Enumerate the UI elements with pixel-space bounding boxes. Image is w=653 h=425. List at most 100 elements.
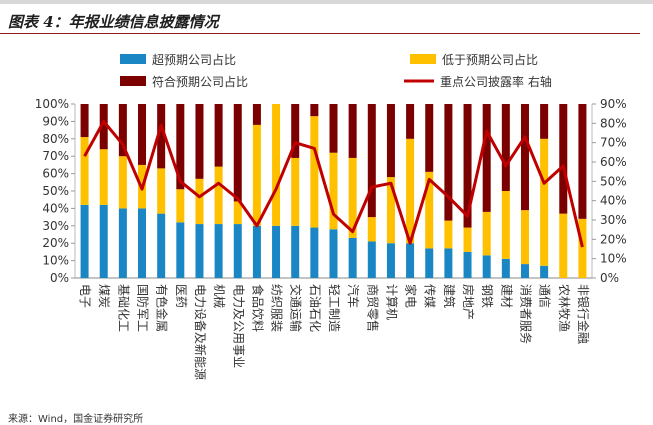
bar-inline-22	[502, 104, 510, 191]
bar-inline-25	[559, 104, 567, 214]
bar-inline-24	[540, 104, 548, 139]
y-right-tick-label: 20%	[600, 232, 627, 246]
bar-above-23	[521, 264, 529, 278]
legend-label-0: 超预期公司占比	[152, 52, 236, 67]
y-right-tick-label: 60%	[600, 155, 627, 169]
y-left-tick-label: 20%	[42, 236, 69, 250]
bar-inline-9	[253, 104, 261, 125]
stacked-bar-line-chart: 超预期公司占比低于预期公司占比符合预期公司占比重点公司披露率 右轴0%10%20…	[0, 40, 653, 410]
bar-below-24	[540, 139, 548, 266]
bar-inline-26	[578, 104, 586, 219]
y-left-tick-label: 50%	[42, 184, 69, 198]
legend-label-1: 低于预期公司占比	[442, 52, 538, 67]
bar-inline-0	[81, 104, 89, 137]
bar-above-7	[215, 224, 223, 278]
x-category-label: 医药	[174, 284, 188, 308]
bar-below-17	[406, 139, 414, 243]
bar-inline-18	[425, 104, 433, 172]
bar-inline-23	[521, 104, 529, 210]
legend-swatch-2	[120, 76, 146, 86]
x-category-label: 电子	[78, 284, 92, 308]
bar-above-9	[253, 226, 261, 278]
bar-below-7	[215, 167, 223, 224]
y-right-tick-label: 50%	[600, 174, 627, 188]
y-left-tick-label: 70%	[42, 149, 69, 163]
bar-below-19	[444, 221, 452, 249]
bar-below-0	[81, 137, 89, 205]
y-right-tick-label: 0%	[600, 271, 619, 285]
bar-inline-12	[310, 104, 318, 116]
y-left-tick-label: 0%	[50, 271, 69, 285]
y-left-tick-label: 60%	[42, 167, 69, 181]
x-category-label: 机械	[212, 284, 227, 308]
bar-below-6	[195, 179, 203, 224]
bar-above-11	[291, 226, 299, 278]
x-category-label: 房地产	[461, 284, 476, 320]
y-left-tick-label: 80%	[42, 132, 69, 146]
bar-below-1	[100, 149, 108, 205]
bar-below-15	[368, 217, 376, 241]
y-left-tick-label: 90%	[42, 114, 69, 128]
figure-header: 图表 4：年报业绩信息披露情况	[0, 9, 640, 34]
bar-below-25	[559, 214, 567, 278]
y-right-tick-label: 70%	[600, 136, 627, 150]
source-note: 来源：Wind，国金证券研究所	[8, 410, 143, 425]
bar-inline-17	[406, 104, 414, 139]
bar-inline-3	[138, 104, 146, 165]
x-category-label: 农林牧渔	[557, 284, 571, 332]
bar-above-3	[138, 208, 146, 278]
bar-below-10	[272, 104, 280, 226]
bar-below-5	[176, 189, 184, 222]
x-category-label: 电力及公用事业	[231, 284, 245, 368]
y-left-tick-label: 40%	[42, 201, 69, 215]
x-category-label: 家电	[404, 284, 419, 308]
y-right-tick-label: 30%	[600, 213, 627, 227]
bar-below-21	[483, 212, 491, 256]
bar-above-5	[176, 222, 184, 278]
bar-above-6	[195, 224, 203, 278]
x-category-label: 基础化工	[116, 284, 130, 332]
x-category-label: 纺织服装	[270, 284, 284, 332]
bar-inline-14	[349, 104, 357, 158]
legend-swatch-1	[410, 54, 436, 64]
bar-below-2	[119, 156, 127, 208]
x-category-label: 商贸零售	[365, 284, 380, 332]
bar-above-4	[157, 214, 165, 278]
y-right-tick-label: 80%	[600, 116, 627, 130]
y-left-tick-label: 30%	[42, 219, 69, 233]
legend-label-line: 重点公司披露率 右轴	[440, 74, 552, 89]
x-category-label: 食品饮料	[250, 284, 265, 332]
bar-inline-13	[330, 104, 338, 153]
y-right-tick-label: 40%	[600, 194, 627, 208]
x-category-label: 通信	[538, 284, 552, 308]
bar-below-26	[578, 219, 586, 278]
bar-inline-16	[387, 104, 395, 177]
bar-above-21	[483, 255, 491, 278]
bar-above-0	[81, 205, 89, 278]
top-divider	[0, 0, 653, 4]
x-category-label: 石油石化	[308, 284, 322, 332]
x-category-label: 非银行金融	[576, 284, 591, 344]
bar-above-15	[368, 241, 376, 278]
bar-below-22	[502, 191, 510, 259]
bar-inline-15	[368, 104, 376, 217]
bar-inline-7	[215, 104, 223, 167]
x-category-label: 传媒	[423, 284, 438, 308]
bar-inline-19	[444, 104, 452, 221]
bar-above-16	[387, 243, 395, 278]
bar-above-10	[272, 226, 280, 278]
x-category-label: 建材	[499, 284, 513, 308]
bar-below-12	[310, 116, 318, 227]
x-category-label: 轻工制造	[327, 284, 341, 332]
bar-inline-6	[195, 104, 203, 179]
bar-above-22	[502, 259, 510, 278]
bar-above-12	[310, 228, 318, 278]
bar-above-17	[406, 243, 414, 278]
y-right-tick-label: 90%	[600, 97, 627, 111]
figure-title: 图表 4：年报业绩信息披露情况	[8, 11, 219, 32]
legend-swatch-0	[120, 54, 146, 64]
x-category-label: 煤炭	[97, 284, 111, 308]
y-left-tick-label: 10%	[42, 254, 69, 268]
bar-above-18	[425, 248, 433, 278]
bar-above-19	[444, 248, 452, 278]
